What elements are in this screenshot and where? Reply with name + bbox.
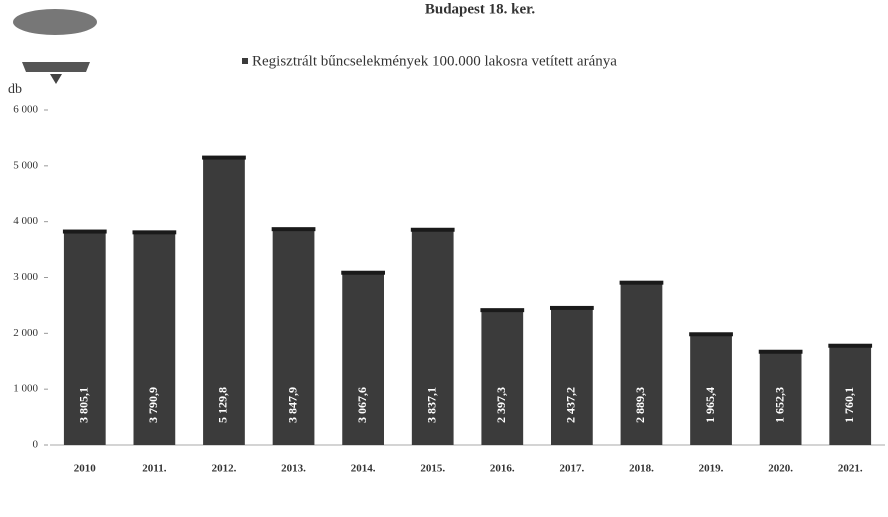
x-tick-label: 2016. (490, 463, 515, 475)
bar (342, 273, 384, 445)
value-label: 2 889,3 (633, 387, 647, 423)
value-label: 2 397,3 (494, 387, 508, 423)
bar-top (202, 155, 246, 160)
value-label: 3 805,1 (77, 387, 91, 423)
bar (829, 346, 872, 445)
x-tick-label: 2021. (838, 463, 863, 475)
bar-top (550, 305, 594, 310)
bar (272, 230, 315, 445)
x-tick-label: 2011. (142, 463, 166, 475)
value-label: 5 129,8 (216, 387, 230, 423)
x-tick-label: 2010 (74, 463, 97, 475)
logo (13, 9, 97, 84)
y-tick-label: 2 000 (13, 327, 38, 339)
y-tick-label: 4 000 (13, 215, 38, 227)
x-tick-label: 2020. (768, 463, 793, 475)
y-tick-label: 6 000 (13, 104, 38, 116)
bar (63, 232, 106, 445)
legend-label: Regisztrált bűncselekmények 100.000 lako… (252, 53, 617, 69)
bar (690, 335, 732, 445)
x-tick-label: 2014. (351, 463, 376, 475)
bar-top (619, 280, 664, 285)
bar-top (828, 343, 873, 348)
bar-top (132, 230, 177, 235)
bar (551, 308, 593, 445)
bar-top (480, 308, 525, 313)
bar (620, 283, 663, 445)
bar-top (341, 270, 385, 275)
value-label: 2 437,2 (564, 387, 578, 423)
bar-top (62, 229, 107, 234)
y-tick-label: 0 (33, 439, 39, 451)
value-label: 1 965,4 (703, 387, 717, 423)
y-tick-label: 3 000 (13, 271, 38, 283)
value-label: 3 847,9 (285, 387, 299, 423)
x-tick-label: 2019. (699, 463, 724, 475)
x-tick-label: 2017. (560, 463, 585, 475)
x-tick-label: 2012. (212, 463, 237, 475)
x-tick-label: 2015. (420, 463, 445, 475)
value-label: 3 790,9 (146, 387, 160, 423)
value-label: 1 760,1 (842, 387, 856, 423)
bar-top (689, 332, 733, 337)
bar (133, 233, 176, 445)
bar-top (410, 227, 455, 232)
bar (203, 158, 245, 445)
bar (759, 352, 802, 445)
y-tick-label: 5 000 (13, 159, 38, 171)
x-tick-label: 2013. (281, 463, 306, 475)
value-label: 1 652,3 (772, 387, 786, 423)
y-tick-label: 1 000 (13, 383, 38, 395)
bar-top (271, 227, 316, 232)
bar-top (758, 349, 803, 354)
value-label: 3 067,6 (355, 387, 369, 423)
y-axis-label: db (8, 82, 22, 97)
legend-swatch (242, 58, 248, 64)
chart-title: Budapest 18. ker. (425, 1, 536, 17)
x-tick-label: 2018. (629, 463, 654, 475)
value-label: 3 837,1 (424, 387, 438, 423)
bar (411, 230, 454, 445)
bar (481, 311, 524, 445)
